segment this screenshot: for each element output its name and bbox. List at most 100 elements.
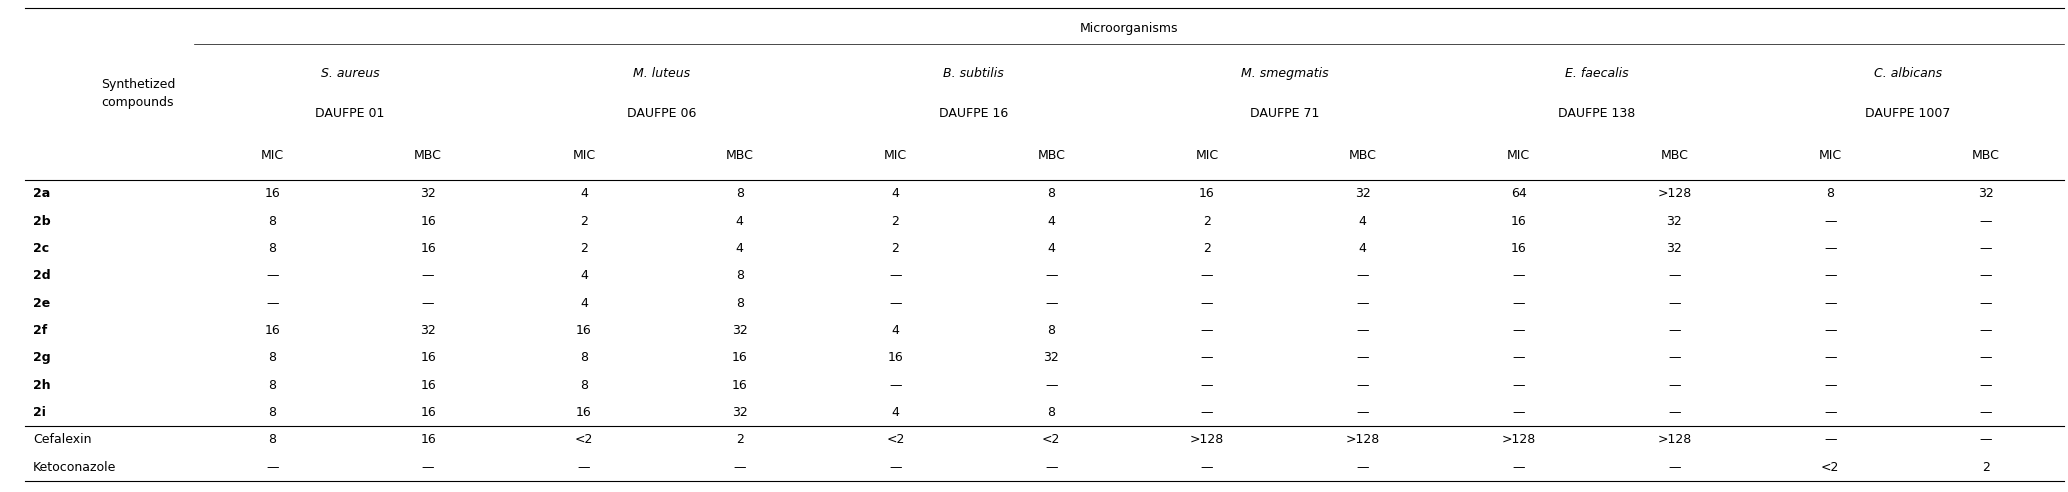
Text: E. faecalis: E. faecalis bbox=[1565, 67, 1628, 80]
Text: 32: 32 bbox=[1044, 351, 1059, 365]
Text: 16: 16 bbox=[887, 351, 904, 365]
Text: —: — bbox=[1824, 270, 1836, 282]
Text: 4: 4 bbox=[579, 270, 587, 282]
Text: >128: >128 bbox=[1346, 433, 1379, 447]
Text: —: — bbox=[1669, 351, 1681, 365]
Text: 16: 16 bbox=[265, 324, 279, 337]
Text: —: — bbox=[1824, 351, 1836, 365]
Text: —: — bbox=[1044, 379, 1057, 392]
Text: 32: 32 bbox=[732, 406, 747, 419]
Text: 4: 4 bbox=[891, 187, 900, 200]
Text: 2: 2 bbox=[891, 215, 900, 228]
Text: —: — bbox=[1979, 324, 1991, 337]
Text: —: — bbox=[1824, 433, 1836, 447]
Text: —: — bbox=[1357, 270, 1369, 282]
Text: —: — bbox=[1979, 242, 1991, 255]
Text: 4: 4 bbox=[579, 297, 587, 310]
Text: MBC: MBC bbox=[1973, 149, 2000, 161]
Text: —: — bbox=[1512, 379, 1524, 392]
Text: —: — bbox=[422, 297, 434, 310]
Text: 32: 32 bbox=[420, 187, 436, 200]
Text: —: — bbox=[1824, 324, 1836, 337]
Text: <2: <2 bbox=[575, 433, 594, 447]
Text: —: — bbox=[889, 379, 902, 392]
Text: >128: >128 bbox=[1656, 433, 1692, 447]
Text: 16: 16 bbox=[1512, 242, 1526, 255]
Text: —: — bbox=[1979, 297, 1991, 310]
Text: —: — bbox=[1202, 406, 1214, 419]
Text: —: — bbox=[1202, 351, 1214, 365]
Text: —: — bbox=[1512, 406, 1524, 419]
Text: 4: 4 bbox=[1359, 242, 1367, 255]
Text: —: — bbox=[1979, 406, 1991, 419]
Text: 8: 8 bbox=[1046, 324, 1055, 337]
Text: 4: 4 bbox=[736, 242, 744, 255]
Text: —: — bbox=[267, 270, 279, 282]
Text: Ketoconazole: Ketoconazole bbox=[33, 461, 116, 474]
Text: M. smegmatis: M. smegmatis bbox=[1241, 67, 1330, 80]
Text: 16: 16 bbox=[420, 406, 436, 419]
Text: —: — bbox=[1824, 242, 1836, 255]
Text: 4: 4 bbox=[736, 215, 744, 228]
Text: M. luteus: M. luteus bbox=[633, 67, 691, 80]
Text: MBC: MBC bbox=[726, 149, 753, 161]
Text: 4: 4 bbox=[1359, 215, 1367, 228]
Text: —: — bbox=[422, 461, 434, 474]
Text: —: — bbox=[1044, 270, 1057, 282]
Text: 16: 16 bbox=[420, 242, 436, 255]
Text: —: — bbox=[1979, 351, 1991, 365]
Text: 8: 8 bbox=[269, 406, 277, 419]
Text: 2h: 2h bbox=[33, 379, 52, 392]
Text: 32: 32 bbox=[1667, 215, 1681, 228]
Text: <2: <2 bbox=[887, 433, 904, 447]
Text: —: — bbox=[1202, 461, 1214, 474]
Text: —: — bbox=[1669, 461, 1681, 474]
Text: —: — bbox=[1979, 433, 1991, 447]
Text: 2: 2 bbox=[1204, 242, 1212, 255]
Text: DAUFPE 71: DAUFPE 71 bbox=[1251, 107, 1319, 120]
Text: —: — bbox=[422, 270, 434, 282]
Text: 2: 2 bbox=[891, 242, 900, 255]
Text: MIC: MIC bbox=[261, 149, 283, 161]
Text: —: — bbox=[1979, 215, 1991, 228]
Text: 2: 2 bbox=[1981, 461, 1989, 474]
Text: —: — bbox=[889, 461, 902, 474]
Text: —: — bbox=[1357, 297, 1369, 310]
Text: MIC: MIC bbox=[1508, 149, 1530, 161]
Text: 16: 16 bbox=[265, 187, 279, 200]
Text: 4: 4 bbox=[891, 406, 900, 419]
Text: —: — bbox=[889, 270, 902, 282]
Text: 32: 32 bbox=[420, 324, 436, 337]
Text: 32: 32 bbox=[732, 324, 747, 337]
Text: 8: 8 bbox=[736, 297, 744, 310]
Text: 2c: 2c bbox=[33, 242, 50, 255]
Text: 16: 16 bbox=[577, 324, 591, 337]
Text: 2a: 2a bbox=[33, 187, 50, 200]
Text: 8: 8 bbox=[579, 351, 587, 365]
Text: —: — bbox=[577, 461, 589, 474]
Text: MBC: MBC bbox=[1348, 149, 1377, 161]
Text: 16: 16 bbox=[732, 351, 747, 365]
Text: >128: >128 bbox=[1189, 433, 1224, 447]
Text: 8: 8 bbox=[269, 215, 277, 228]
Text: —: — bbox=[1669, 406, 1681, 419]
Text: 8: 8 bbox=[736, 187, 744, 200]
Text: B. subtilis: B. subtilis bbox=[943, 67, 1003, 80]
Text: MIC: MIC bbox=[573, 149, 596, 161]
Text: C. albicans: C. albicans bbox=[1874, 67, 1942, 80]
Text: —: — bbox=[1357, 406, 1369, 419]
Text: 16: 16 bbox=[420, 215, 436, 228]
Text: 16: 16 bbox=[420, 433, 436, 447]
Text: 8: 8 bbox=[269, 433, 277, 447]
Text: <2: <2 bbox=[1042, 433, 1061, 447]
Text: 4: 4 bbox=[579, 187, 587, 200]
Text: 32: 32 bbox=[1355, 187, 1371, 200]
Text: —: — bbox=[1202, 379, 1214, 392]
Text: 32: 32 bbox=[1979, 187, 1994, 200]
Text: S. aureus: S. aureus bbox=[321, 67, 381, 80]
Text: 64: 64 bbox=[1512, 187, 1526, 200]
Text: DAUFPE 138: DAUFPE 138 bbox=[1557, 107, 1636, 120]
Text: 2i: 2i bbox=[33, 406, 45, 419]
Text: 2e: 2e bbox=[33, 297, 50, 310]
Text: —: — bbox=[267, 461, 279, 474]
